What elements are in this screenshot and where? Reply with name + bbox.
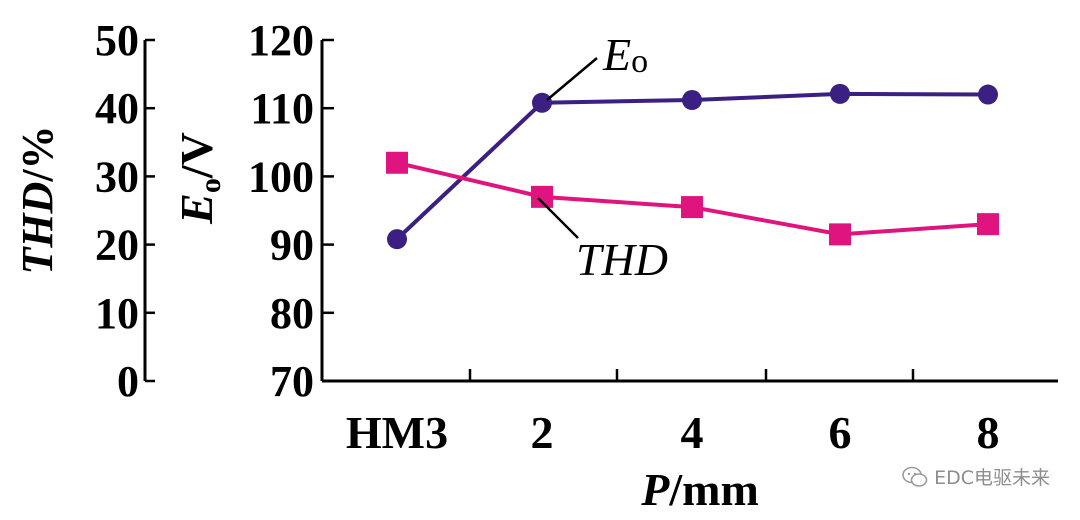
right-y-tick-label: 90 [270,221,314,270]
x-tick-label: 4 [681,407,704,458]
left-y-tick-label: 10 [95,289,139,338]
left-y-tick-label: 30 [95,152,139,201]
series-label-eo: Eo [602,29,648,80]
x-tick-label: 2 [531,407,554,458]
data-point-thd [531,185,553,208]
marks [386,83,999,250]
eo-leader-line [546,57,598,101]
data-point-thd [829,223,851,246]
data-point-thd [977,213,999,236]
data-point-eo [387,229,407,250]
right-y-tick-label: 110 [250,84,314,133]
left-y-tick-label: 40 [95,84,139,133]
x-tick-label: 8 [977,407,1000,458]
left-y-axis-title: THD/% [13,125,62,274]
x-axis-title: P/mm [640,464,759,515]
right-y-tick-label: 70 [270,357,314,406]
wechat-icon [902,466,928,487]
right-y-axis-title: Eo/V [171,132,227,225]
left-y-tick-label: 0 [117,357,139,406]
right-y-tick-label: 80 [270,289,314,338]
data-point-thd [681,196,703,219]
x-tick-label: 6 [829,407,852,458]
axes [143,38,1058,383]
right-y-tick-label: 120 [248,16,314,65]
data-point-thd [386,151,408,174]
labels: 70 80 90 100 110 120 0 10 20 30 40 50 HM3 2 4 6 8 P/mm THD… [13,16,1000,515]
data-point-eo [682,90,702,111]
data-point-eo [830,83,850,104]
x-tick-label: HM3 [346,407,448,458]
watermark-text: EDC电驱未来 [934,467,1050,489]
series-label-thd: THD [576,234,668,285]
data-point-eo [978,84,998,105]
right-y-tick-label: 100 [248,152,314,201]
thd-leader-line [537,197,579,239]
watermark: EDC电驱未来 [902,463,1050,490]
left-y-tick-label: 20 [95,221,139,270]
data-point-eo [532,92,552,113]
left-y-tick-label: 50 [95,16,139,65]
